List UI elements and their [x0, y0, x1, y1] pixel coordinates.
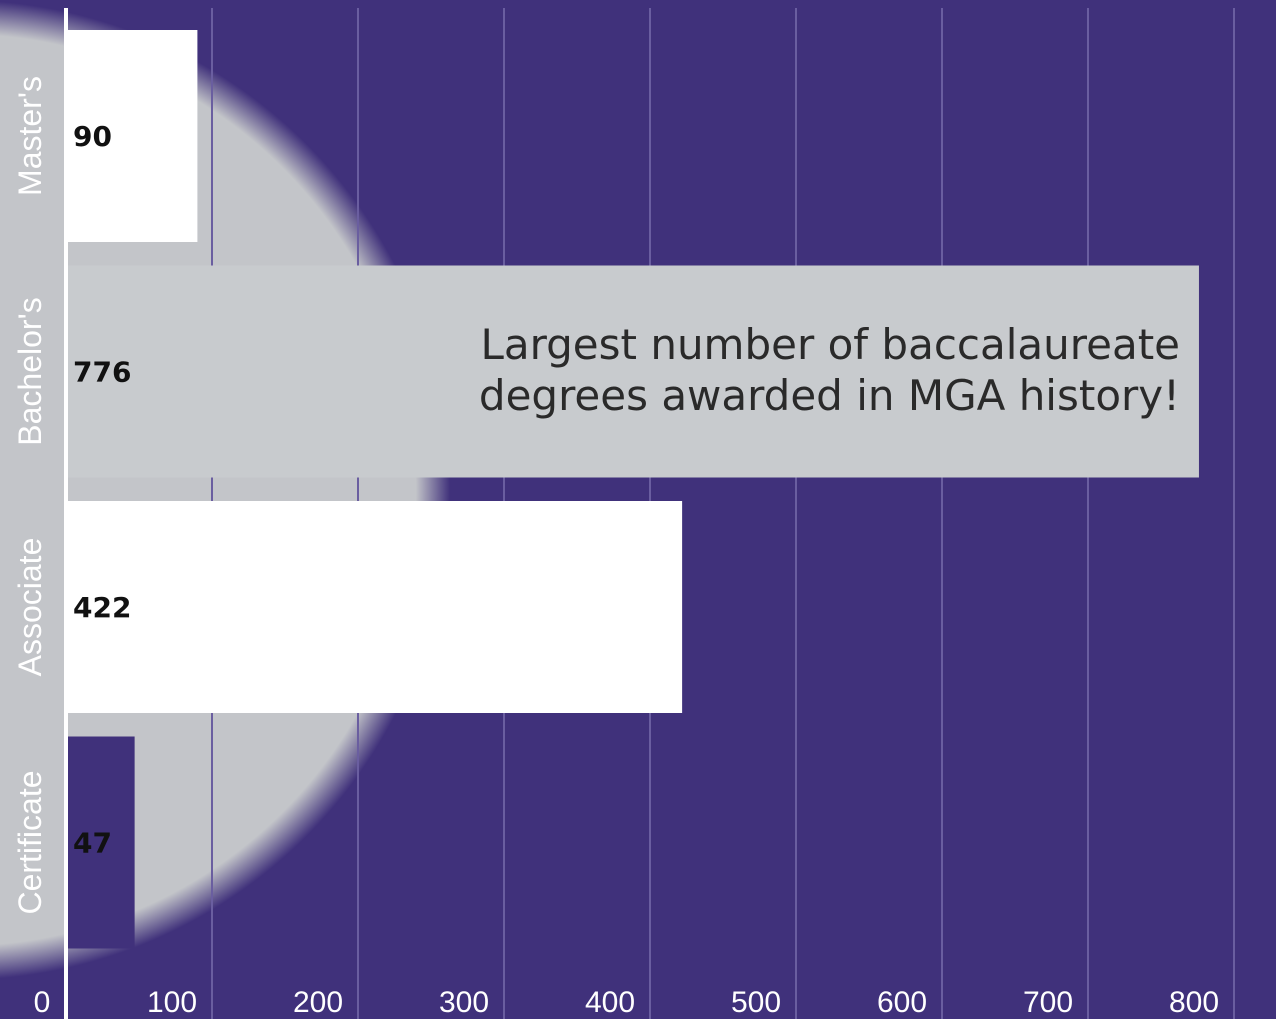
decorative-circle	[0, 1, 450, 979]
bars	[68, 30, 1199, 949]
data-label-associate: 422	[73, 591, 131, 624]
bar-bachelor-s	[68, 265, 1199, 478]
bar-certificate	[68, 736, 135, 949]
x-tick-600: 600	[877, 986, 927, 1019]
x-tick-400: 400	[585, 986, 635, 1019]
x-tick-100: 100	[147, 986, 197, 1019]
x-tick-labels: 0 100 200 300 400 500 600 700 800	[34, 986, 1219, 1019]
bar-master-s	[68, 30, 198, 242]
x-tick-500: 500	[731, 986, 781, 1019]
category-label-certificate: Certificate	[12, 770, 48, 914]
annotation-line-2: degrees awarded in MGA history!	[479, 371, 1180, 420]
data-label-bachelor-s: 776	[73, 356, 131, 389]
x-tick-0: 0	[34, 986, 51, 1019]
x-tick-700: 700	[1023, 986, 1073, 1019]
category-label-bachelor-s: Bachelor's	[12, 297, 48, 445]
bar-associate	[68, 501, 683, 713]
category-label-associate: Associate	[12, 538, 48, 677]
data-label-certificate: 47	[73, 827, 112, 860]
x-tick-800: 800	[1169, 986, 1219, 1019]
data-labels: 90 776 422 47	[73, 120, 131, 860]
x-tick-200: 200	[293, 986, 343, 1019]
category-label-master-s: Master's	[12, 76, 48, 196]
data-label-master-s: 90	[73, 120, 112, 153]
annotation-line-1: Largest number of baccalaureate	[480, 320, 1180, 369]
x-tick-300: 300	[439, 986, 489, 1019]
category-labels: Master's Bachelor's Associate Certificate	[12, 76, 48, 914]
